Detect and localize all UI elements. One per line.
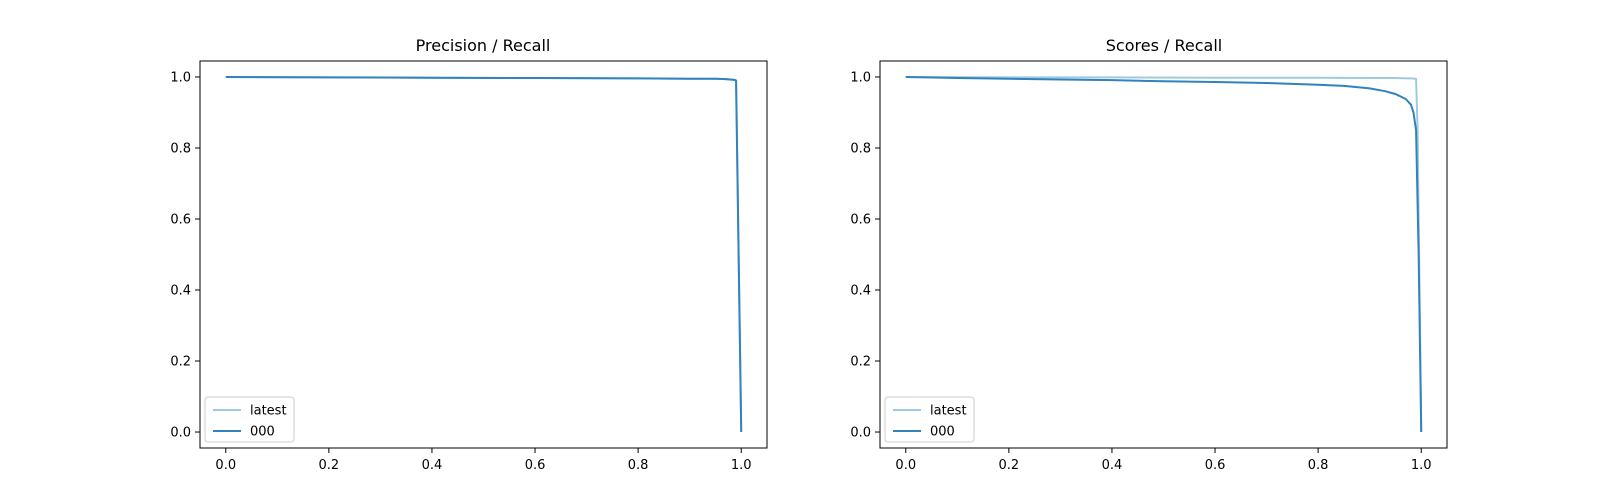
x-tick-label: 0.2 (319, 458, 340, 473)
y-tick-label: 0.2 (170, 355, 191, 370)
x-tick-label: 0.0 (895, 458, 916, 473)
x-tick-label: 0.8 (628, 458, 649, 473)
y-tick-label: 1.0 (850, 70, 871, 85)
legend-label: 000 (250, 425, 275, 440)
x-tick-label: 0.8 (1308, 458, 1329, 473)
y-tick-label: 0.4 (850, 284, 871, 299)
x-tick-label: 0.2 (999, 458, 1020, 473)
y-tick-label: 0.0 (850, 426, 871, 441)
y-tick-label: 0.4 (170, 284, 191, 299)
x-tick-label: 0.6 (1205, 458, 1226, 473)
chart-title: Scores / Recall (1106, 36, 1222, 55)
x-tick-label: 1.0 (731, 458, 752, 473)
x-tick-label: 0.4 (422, 458, 443, 473)
y-tick-label: 0.0 (170, 426, 191, 441)
legend: latest 000 (205, 397, 294, 442)
legend-label: latest (930, 404, 967, 419)
legend-label: latest (250, 404, 287, 419)
chart-title: Precision / Recall (416, 36, 551, 55)
y-tick-label: 1.0 (170, 70, 191, 85)
y-tick-label: 0.2 (850, 355, 871, 370)
x-tick-label: 0.4 (1102, 458, 1123, 473)
y-tick-label: 0.6 (170, 212, 191, 227)
legend: latest 000 (885, 397, 974, 442)
legend-label: 000 (930, 425, 955, 440)
y-tick-label: 0.8 (170, 141, 191, 156)
y-tick-label: 0.8 (850, 141, 871, 156)
x-tick-label: 1.0 (1411, 458, 1432, 473)
x-tick-label: 0.6 (525, 458, 546, 473)
y-tick-label: 0.6 (850, 212, 871, 227)
x-tick-label: 0.0 (215, 458, 236, 473)
